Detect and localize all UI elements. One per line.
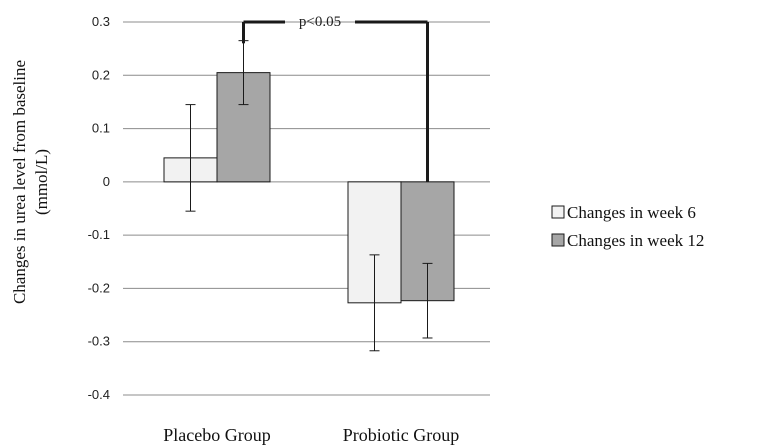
category-labels: Placebo Group Probiotic Group (163, 425, 459, 445)
legend-label: Changes in week 6 (567, 203, 696, 222)
y-tick-label: -0.1 (88, 227, 110, 242)
y-tick-label: -0.2 (88, 280, 110, 295)
y-tick-label: 0.1 (92, 121, 110, 136)
y-tick-label: -0.4 (88, 387, 110, 402)
y-tick-labels: 0.3 0.2 0.1 0 -0.1 -0.2 -0.3 -0.4 (88, 14, 110, 402)
legend: Changes in week 6 Changes in week 12 (551, 203, 704, 250)
bars (163, 72, 455, 304)
y-tick-label: 0.2 (92, 67, 110, 82)
legend-swatch (551, 233, 565, 247)
category-label: Placebo Group (163, 425, 270, 445)
significance-bracket: p<0.05 (242, 14, 429, 182)
category-label: Probiotic Group (343, 425, 460, 445)
legend-label: Changes in week 12 (567, 231, 704, 250)
error-bars (185, 40, 433, 352)
y-tick-label: 0 (103, 174, 110, 189)
significance-label: p<0.05 (299, 14, 341, 30)
y-tick-label: -0.3 (88, 334, 110, 349)
legend-swatch (551, 205, 565, 219)
y-axis-label-line-1: Changes in urea level from baseline (10, 60, 29, 304)
y-axis-label-line-2: (mmol/L) (32, 149, 51, 215)
y-tick-label: 0.3 (92, 14, 110, 29)
